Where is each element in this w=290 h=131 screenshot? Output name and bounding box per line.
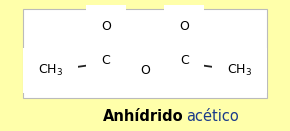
Text: Anhídrido: Anhídrido <box>103 109 184 124</box>
Text: O: O <box>179 20 189 33</box>
Text: acético: acético <box>186 109 239 124</box>
Text: CH$_3$: CH$_3$ <box>227 63 252 78</box>
Text: C: C <box>102 54 110 67</box>
Text: CH$_3$: CH$_3$ <box>38 63 63 78</box>
Text: C: C <box>180 54 189 67</box>
Text: O: O <box>140 64 150 77</box>
FancyBboxPatch shape <box>23 9 267 98</box>
Text: O: O <box>101 20 111 33</box>
